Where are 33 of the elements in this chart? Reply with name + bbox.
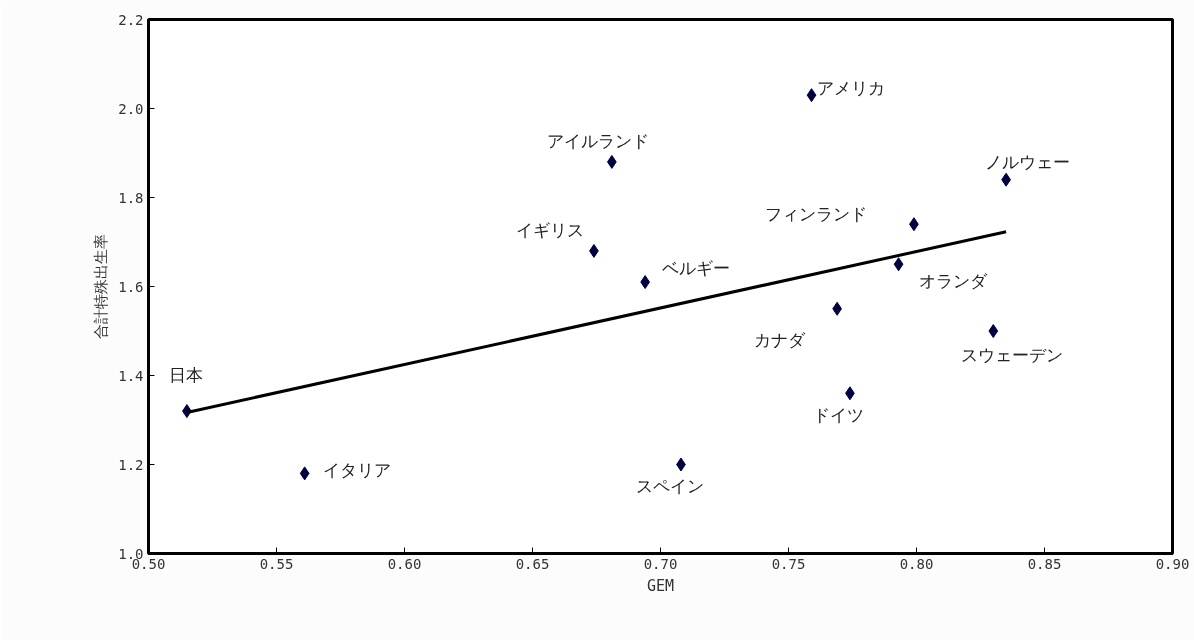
- y-axis-title: 合計特殊出生率: [92, 234, 111, 339]
- annotation: アイルランド: [546, 130, 649, 151]
- annotation: オランダ: [918, 271, 988, 292]
- annotation: カナダ: [754, 329, 807, 350]
- annotation: ノルウェー: [985, 151, 1071, 172]
- y-tick-label: 1.8: [118, 189, 144, 206]
- point: [988, 324, 999, 338]
- y-tick-label: 1.2: [118, 456, 144, 473]
- annotation: ベルギー: [662, 258, 731, 279]
- x-tick-label: 0.90: [1155, 555, 1190, 572]
- y-tick-label: 2.0: [118, 100, 144, 117]
- x-tick-label: 0.85: [1027, 555, 1062, 572]
- x-tick-label: 0.80: [899, 555, 934, 572]
- y-tick-label: 1.6: [118, 278, 144, 295]
- annotation: イタリア: [322, 460, 391, 481]
- annotation: アメリカ: [816, 78, 885, 99]
- annotation: ドイツ: [812, 405, 864, 426]
- annotation: フィンランド: [764, 204, 867, 225]
- y-tick-label: 1.4: [118, 367, 144, 384]
- x-tick-label: 0.75: [771, 555, 806, 572]
- point: [299, 466, 310, 481]
- x-tick-label: 0.60: [387, 555, 422, 572]
- x-axis-title: GEM: [646, 576, 675, 595]
- annotation: スペイン: [635, 475, 704, 496]
- point: [893, 257, 904, 272]
- annotation: スウェーデン: [961, 345, 1064, 365]
- x-tick-label: 0.55: [259, 555, 294, 572]
- annotation: イギリス: [515, 219, 584, 240]
- x-tick-label: 0.65: [515, 555, 550, 572]
- y-tick-label: 2.2: [118, 11, 144, 28]
- x-tick-label: 0.70: [643, 555, 678, 572]
- annotation: 日本: [168, 365, 203, 386]
- point: [806, 88, 817, 103]
